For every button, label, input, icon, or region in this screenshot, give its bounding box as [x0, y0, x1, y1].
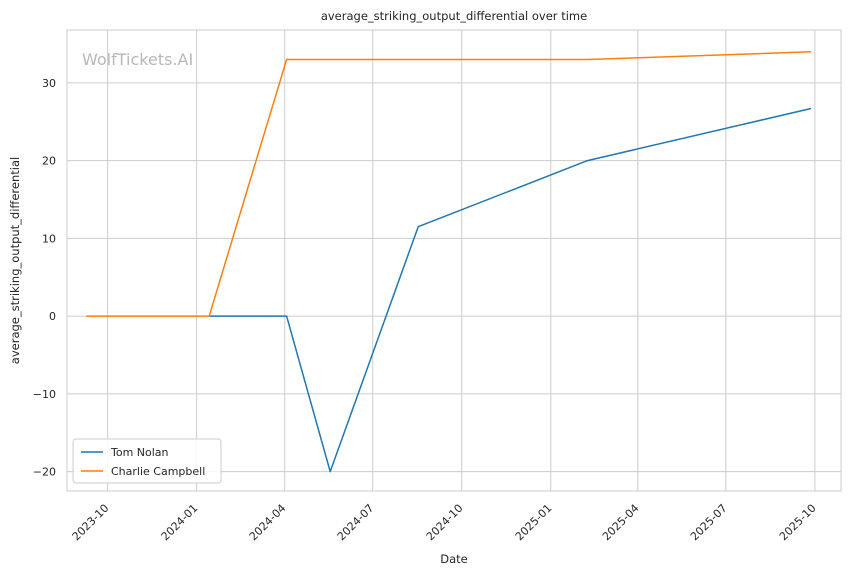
y-axis-ticks: −20 −10 0 10 20 30 [33, 77, 56, 479]
x-axis-label: Date [440, 552, 468, 566]
y-tick-label: 10 [42, 232, 56, 245]
y-tick-label: 30 [42, 77, 56, 90]
legend-label: Tom Nolan [110, 446, 169, 459]
series-lines [86, 51, 812, 473]
legend-label: Charlie Campbell [111, 465, 205, 478]
y-tick-label: −20 [33, 466, 56, 479]
legend: Tom Nolan Charlie Campbell [72, 438, 222, 484]
series-line-2 [86, 51, 812, 317]
watermark: WolfTickets.AI [82, 50, 193, 69]
series-line-1 [209, 107, 812, 473]
y-tick-label: 20 [42, 155, 56, 168]
y-axis-label: average_striking_output_differential [8, 157, 22, 364]
legend-box [72, 438, 222, 484]
y-tick-label: 0 [49, 310, 56, 323]
y-tick-label: −10 [33, 388, 56, 401]
chart-title: average_striking_output_differential ove… [321, 9, 587, 23]
plot-area-frame [66, 29, 842, 492]
